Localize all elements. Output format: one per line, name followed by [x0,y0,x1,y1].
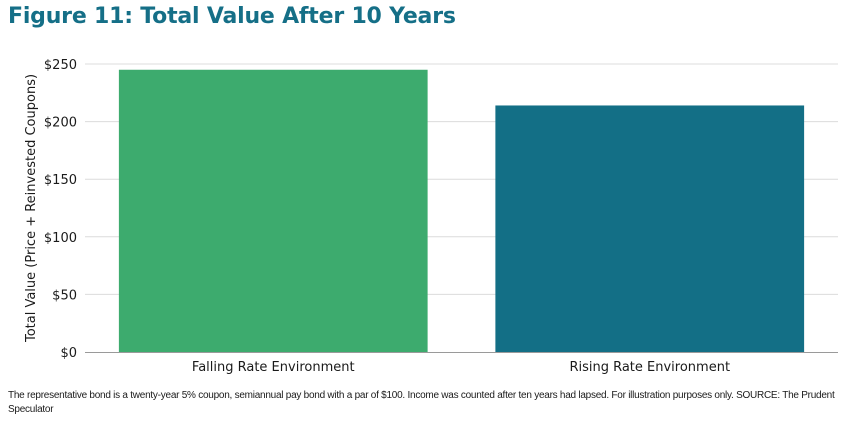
y-axis-label: Total Value (Price + Reinvested Coupons) [24,74,39,343]
x-axis-categories: Falling Rate Environment Rising Rate Envi… [192,360,730,375]
bar-falling-rate-environment [118,69,428,352]
y-tick-label: $50 [52,288,77,303]
y-tick-label: $100 [44,231,77,246]
footnote: The representative bond is a twenty-year… [8,390,835,415]
y-tick-label: $0 [60,346,77,361]
bar-rising-rate-environment [495,105,805,352]
x-category-label: Falling Rate Environment [192,360,355,375]
bar-chart: $0 $50 $100 $150 $200 $250 Falling Rate Envir… [24,58,838,375]
bars [118,69,805,352]
y-axis-ticks: $0 $50 $100 $150 $200 $250 [44,58,77,361]
page-title: Figure 11: Total Value After 10 Years [8,4,456,29]
y-tick-label: $200 [44,116,77,131]
x-category-label: Rising Rate Environment [569,360,730,375]
y-tick-label: $250 [44,58,77,73]
y-tick-label: $150 [44,173,77,188]
